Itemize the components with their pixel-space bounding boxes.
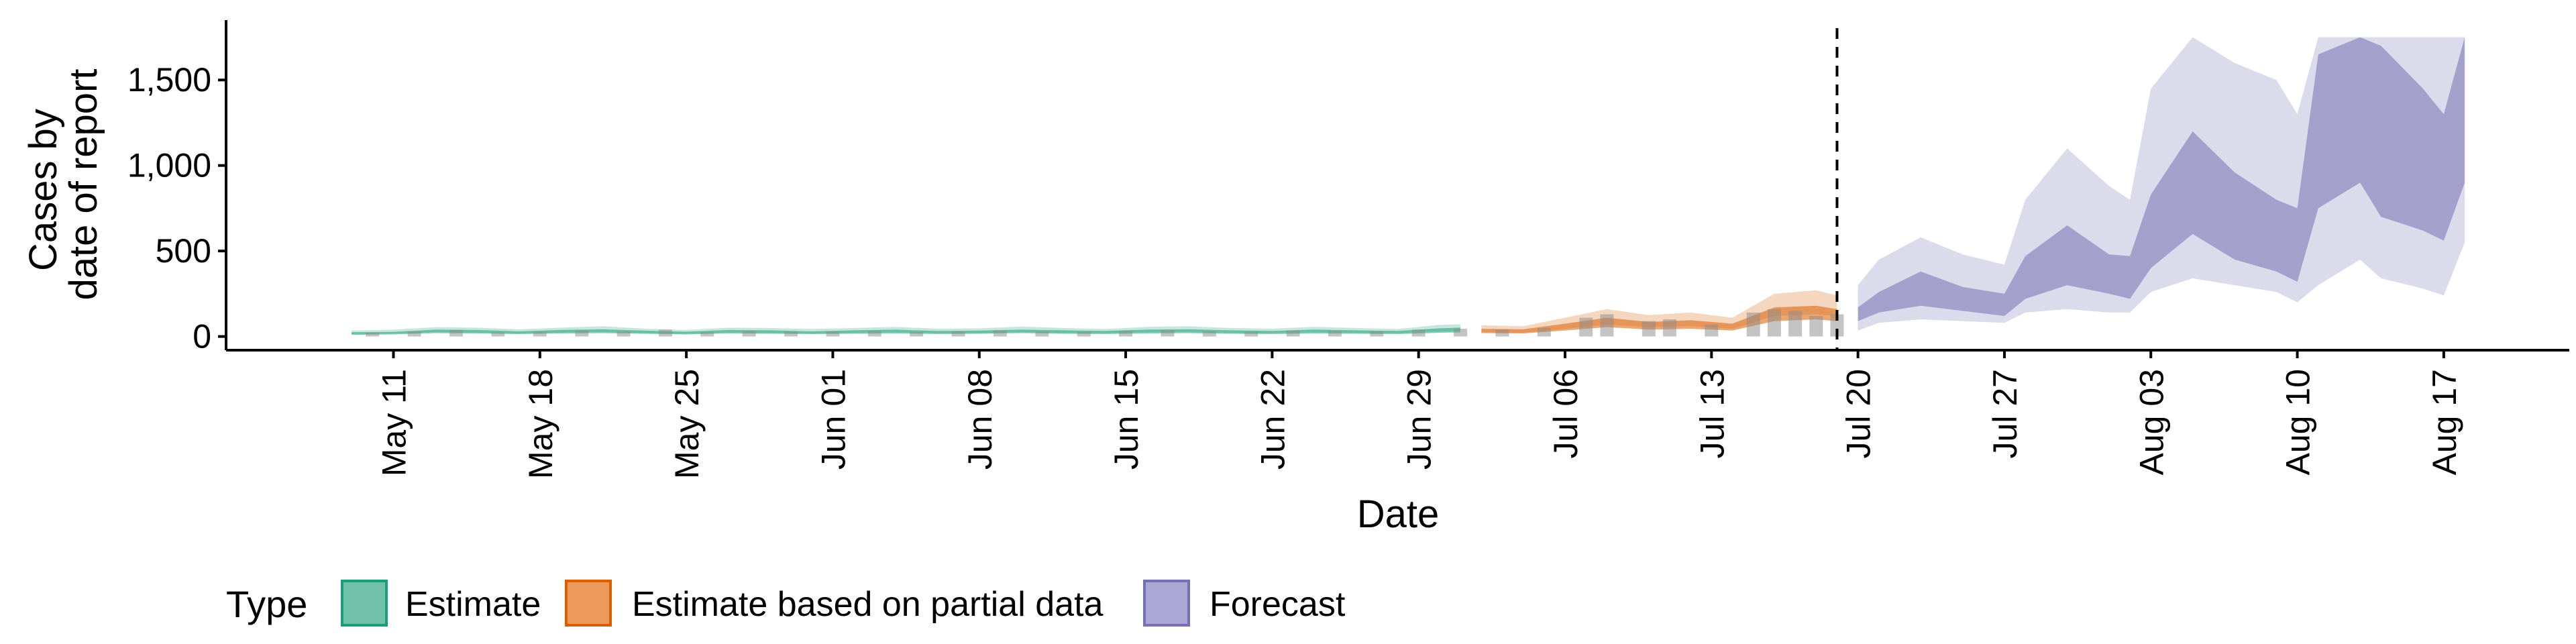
- reported-cases-bar: [407, 331, 421, 337]
- reported-cases-bar: [1767, 309, 1781, 337]
- reported-cases-bar: [449, 329, 464, 337]
- reported-cases-bar: [867, 330, 881, 337]
- y-axis-title-line-2: date of report: [62, 69, 105, 301]
- x-tick-label: Jul 13: [1693, 369, 1731, 458]
- reported-cases-bar: [1244, 331, 1258, 337]
- legend-swatch-forecast: [1143, 580, 1190, 627]
- y-axis-title: Cases by date of report: [21, 69, 105, 301]
- legend: Type Estimate Estimate based on partial …: [226, 580, 1346, 627]
- y-axis-ticks: 0 500 1,000 1,500: [127, 61, 226, 356]
- x-tick-label: Jun 08: [961, 369, 999, 470]
- reported-cases-bar: [1662, 319, 1676, 337]
- reported-cases-bar: [1746, 312, 1760, 337]
- x-tick-label: May 18: [522, 369, 559, 479]
- reported-cases-bar: [1119, 330, 1133, 337]
- x-tick-label: Aug 03: [2133, 369, 2170, 475]
- reported-cases-bar: [742, 331, 756, 337]
- reported-cases-layer: [366, 309, 1844, 337]
- x-tick-label: Jul 27: [1986, 369, 2024, 458]
- x-tick-label: Aug 10: [2279, 369, 2317, 475]
- x-tick-label: Aug 17: [2426, 369, 2463, 475]
- legend-label-partial: Estimate based on partial data: [632, 585, 1104, 624]
- x-tick-label: Jun 01: [814, 369, 852, 470]
- x-tick-label: Jun 22: [1254, 369, 1291, 470]
- reported-cases-bar: [1788, 311, 1803, 337]
- reported-cases-bar: [1411, 329, 1426, 337]
- forecast-inner-band: [1858, 37, 2465, 321]
- reported-cases-bar: [1579, 317, 1593, 337]
- reported-cases-bar: [533, 331, 547, 337]
- reported-cases-bar: [1035, 331, 1049, 337]
- y-tick-label: 500: [156, 232, 211, 270]
- reported-cases-bar: [1830, 314, 1844, 337]
- x-tick-label: Jun 29: [1401, 369, 1438, 470]
- x-axis-title: Date: [1357, 492, 1440, 536]
- reported-cases-bar: [1370, 331, 1384, 337]
- reported-cases-bar: [575, 330, 589, 337]
- x-tick-label: Jul 20: [1840, 369, 1878, 458]
- reported-cases-bar: [951, 331, 965, 337]
- reported-cases-bar: [616, 331, 631, 337]
- reported-cases-bar: [1454, 329, 1468, 337]
- reported-cases-bar: [1077, 331, 1091, 337]
- reported-cases-bar: [1161, 329, 1175, 337]
- reported-cases-bar: [366, 333, 380, 337]
- reported-cases-bar: [1705, 324, 1719, 337]
- x-tick-label: Jun 15: [1108, 369, 1145, 470]
- reported-cases-bar: [1202, 331, 1216, 337]
- reported-cases-bar: [1809, 316, 1823, 337]
- reported-cases-bar: [700, 332, 714, 337]
- x-tick-label: Jul 06: [1547, 369, 1585, 458]
- x-tick-label: May 25: [668, 369, 706, 479]
- legend-swatch-partial: [565, 580, 612, 627]
- reported-cases-bar: [784, 331, 798, 337]
- legend-swatch-estimate: [341, 580, 388, 627]
- y-tick-label: 0: [193, 318, 211, 356]
- legend-label-estimate: Estimate: [405, 585, 541, 624]
- reported-cases-bar: [491, 332, 505, 337]
- x-axis-ticks: May 11 May 18 May 25 Jun 01 Jun 08 Jun 15 Jun …: [376, 350, 2463, 479]
- reported-cases-bar: [1537, 327, 1551, 337]
- y-tick-label: 1,000: [127, 147, 211, 184]
- reported-cases-bar: [993, 330, 1007, 337]
- reported-cases-bar: [658, 329, 672, 337]
- reported-cases-bar: [910, 331, 924, 337]
- reported-cases-bar: [1495, 329, 1509, 337]
- y-axis-title-line-1: Cases by: [21, 109, 65, 271]
- legend-label-forecast: Forecast: [1210, 585, 1346, 624]
- reported-cases-bar: [1328, 331, 1342, 337]
- reported-cases-bar: [1642, 321, 1656, 337]
- y-tick-label: 1,500: [127, 61, 211, 99]
- reported-cases-bar: [826, 331, 840, 337]
- reported-cases-bar: [1600, 314, 1614, 337]
- reported-cases-bar: [1286, 330, 1300, 337]
- x-tick-label: May 11: [376, 369, 413, 476]
- area-layer: [352, 37, 2465, 335]
- legend-title: Type: [226, 583, 307, 625]
